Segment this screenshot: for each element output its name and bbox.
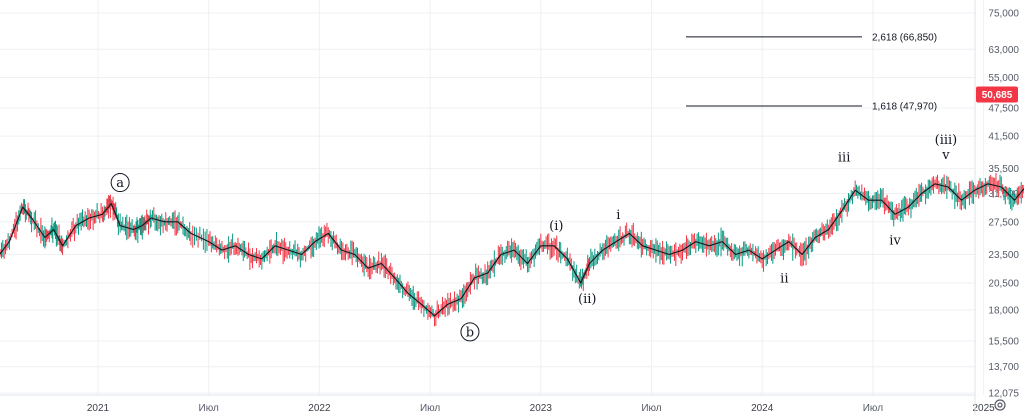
- plot-area: [0, 0, 975, 395]
- wave-label: ii: [780, 271, 788, 286]
- x-tick-label: 2022: [308, 403, 331, 414]
- x-tick-label: 2023: [530, 403, 553, 414]
- price-series: [0, 173, 1024, 327]
- y-tick-label: 27,500: [988, 217, 1019, 228]
- wave-label: (ii): [578, 292, 596, 307]
- gear-icon[interactable]: [994, 399, 1006, 411]
- y-tick-label: 23,500: [988, 250, 1019, 261]
- x-tick-label: Июл: [863, 403, 883, 414]
- y-tick-label: 35,500: [988, 164, 1019, 175]
- y-tick-label: 12,075: [988, 389, 1019, 400]
- y-tick-label: 75,000: [988, 9, 1019, 20]
- x-tick-label: Июл: [199, 403, 219, 414]
- wave-label: (i): [549, 219, 563, 234]
- y-tick-label: 15,500: [988, 337, 1019, 348]
- wave-label: i: [616, 208, 620, 223]
- fib-level-label: 1,618 (47,970): [872, 101, 937, 112]
- price-line: [0, 183, 1024, 317]
- fib-level-label: 2,618 (66,850): [872, 32, 937, 43]
- y-tick-label: 55,000: [988, 73, 1019, 84]
- x-tick-label: Июл: [420, 403, 440, 414]
- current-price-badge: [976, 86, 1018, 103]
- x-tick-label: Июл: [641, 403, 661, 414]
- current-price-label: 50,685: [982, 90, 1013, 101]
- wave-label: b: [466, 325, 474, 340]
- y-tick-label: 20,500: [988, 278, 1019, 289]
- x-tick-label: 2024: [751, 403, 774, 414]
- wave-label: a: [116, 176, 124, 191]
- wave-label: iv: [889, 233, 901, 248]
- y-tick-label: 41,500: [988, 132, 1019, 143]
- y-tick-label: 18,000: [988, 305, 1019, 316]
- y-tick-label: 63,000: [988, 45, 1019, 56]
- y-tick-label: 13,700: [988, 362, 1019, 373]
- x-tick-label: 2025: [972, 403, 995, 414]
- wave-label-circle: [110, 173, 130, 193]
- x-tick-label: 2021: [87, 403, 110, 414]
- wave-label: v: [941, 148, 950, 163]
- wave-label-circle: [460, 322, 480, 342]
- wave-label: iii: [838, 151, 850, 166]
- wave-label: (iii): [935, 133, 958, 148]
- y-tick-label: 47,500: [988, 104, 1019, 115]
